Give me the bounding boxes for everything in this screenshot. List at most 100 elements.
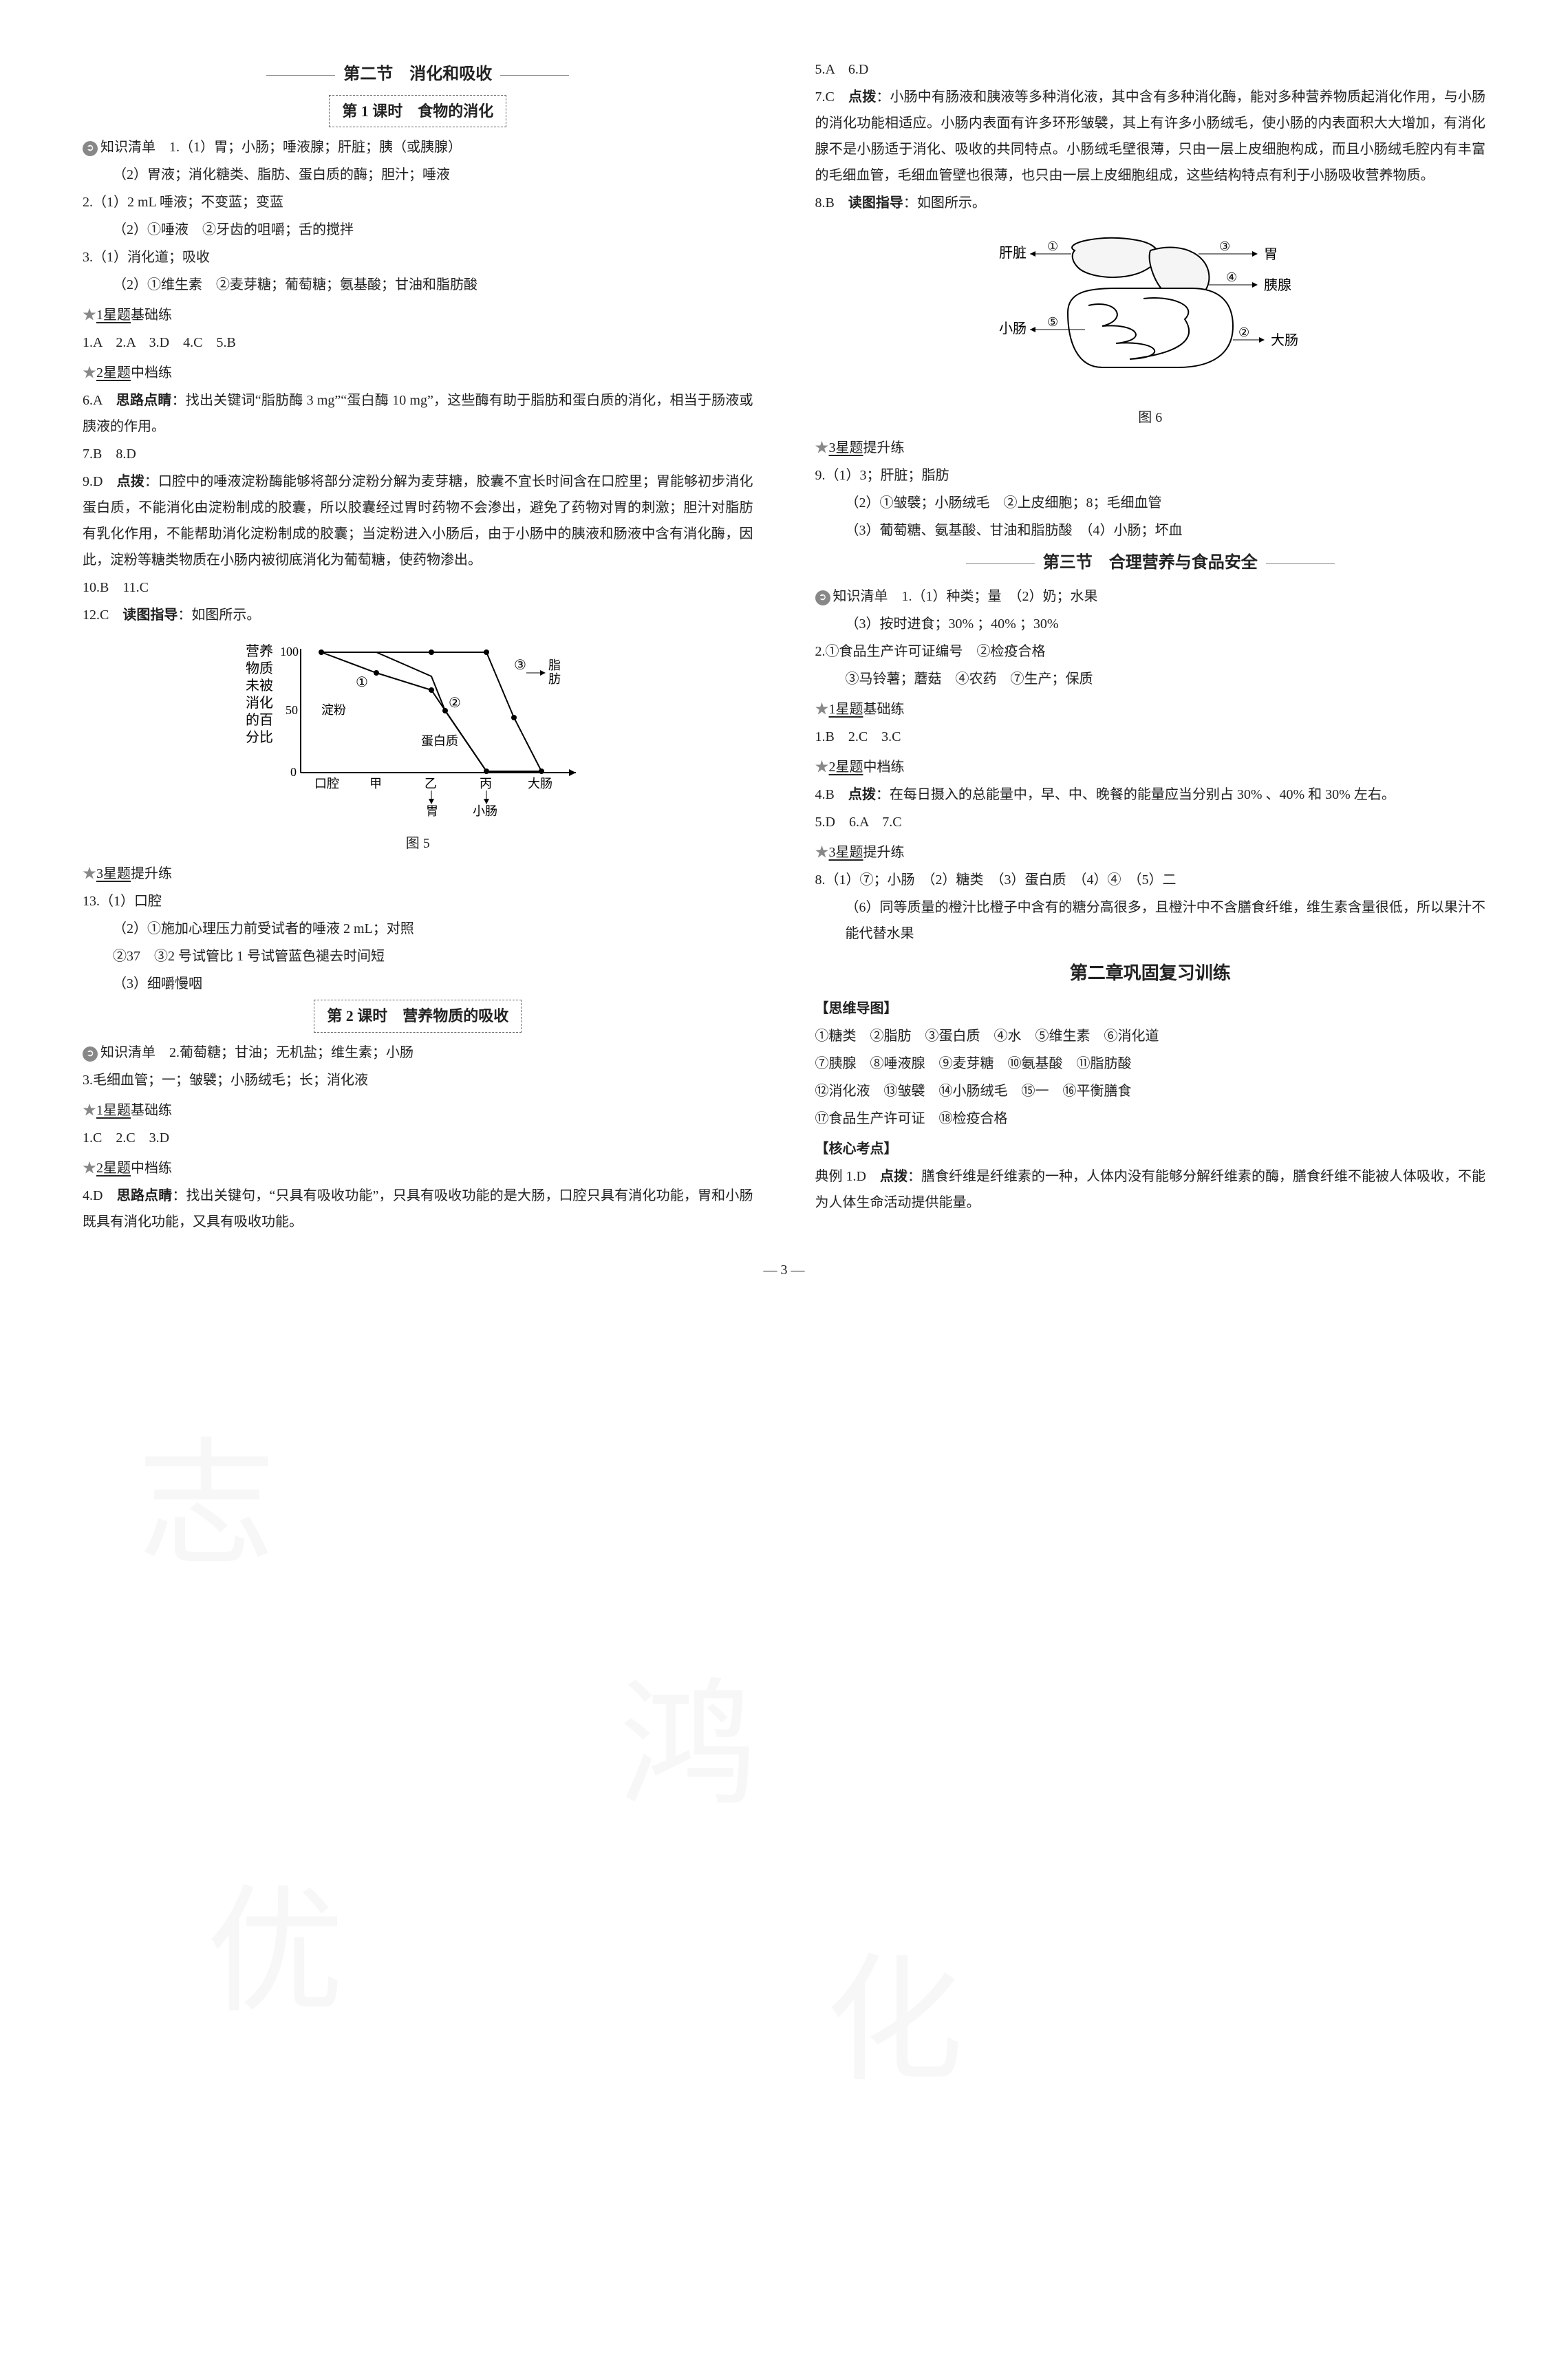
knowledge-list: ➲知识清单 1.（1）胃；小肠；唾液腺；肝脏；胰（或胰腺） (83, 134, 753, 160)
mindmap-label: 【思维导图】 (815, 996, 1486, 1022)
q13b: （2）①施加心理压力前受试者的唾液 2 mL；对照 (83, 916, 753, 942)
svg-text:大肠: 大肠 (1271, 332, 1298, 348)
q4d: 4.D 思路点睛：找出关键句，“只具有吸收功能”，只具有吸收功能的是大肠，口腔只… (83, 1183, 753, 1235)
q9b: （2）①皱襞；小肠绒毛 ②上皮细胞；8；毛细血管 (815, 490, 1486, 516)
text-line: （2）①维生素 ②麦芽糖；葡萄糖；氨基酸；甘油和脂肪酸 (83, 272, 753, 298)
svg-text:未被: 未被 (246, 678, 273, 694)
lesson-2-title: 第 2 课时 营养物质的吸收 (83, 1000, 753, 1033)
q5-6: 5.A 6.D (815, 56, 1486, 83)
text-line: （2）胃液；消化糖类、脂肪、蛋白质的酶；胆汁；唾液 (83, 162, 753, 188)
svg-text:营养: 营养 (246, 643, 273, 659)
watermark: 化 (826, 1892, 963, 2153)
svg-text:0: 0 (290, 765, 297, 779)
svg-text:口腔: 口腔 (314, 777, 339, 791)
svg-text:大肠: 大肠 (528, 777, 552, 791)
q13a: 13.（1）口腔 (83, 888, 753, 914)
keypoints-label: 【核心考点】 (815, 1136, 1486, 1162)
svg-text:50: 50 (286, 703, 298, 717)
text-line: 2.①食品生产许可证编号 ②检疫合格 (815, 638, 1486, 665)
svg-text:①: ① (1047, 239, 1058, 253)
q9c: （3）葡萄糖、氨基酸、甘油和脂肪酸 （4）小肠；坏血 (815, 517, 1486, 544)
mindmap-line: ①糖类 ②脂肪 ③蛋白质 ④水 ⑤维生素 ⑥消化道 (815, 1023, 1486, 1049)
watermark: 鸿 (619, 1617, 757, 1878)
svg-text:100: 100 (280, 645, 299, 658)
lesson-1-title: 第 1 课时 食物的消化 (83, 95, 753, 128)
text-line: 2.（1）2 mL 唾液；不变蓝；变蓝 (83, 189, 753, 215)
svg-text:乙: 乙 (425, 777, 437, 791)
q7c: 7.C 点拨：小肠中有肠液和胰液等多种消化液，其中含有多种消化酶，能对多种营养物… (815, 84, 1486, 189)
svg-text:丙: 丙 (480, 777, 492, 791)
section-3-title: 第三节 合理营养与食品安全 (815, 548, 1486, 579)
l2-star-1-heading: ★1星题基础练 (83, 1097, 753, 1124)
star-1-heading: ★1星题基础练 (83, 302, 753, 328)
svg-text:肝脏: 肝脏 (999, 245, 1027, 261)
svg-text:③: ③ (1219, 239, 1230, 253)
s3-q8b: （6）同等质量的橙汁比橙子中含有的糖分高很多，且橙汁中不含膳食纤维，维生素含量很… (815, 894, 1486, 947)
svg-text:脂: 脂 (548, 658, 561, 672)
svg-text:②: ② (1238, 325, 1249, 339)
knowledge-list-3: ➲知识清单 1.（1）种类；量 （2）奶；水果 (815, 583, 1486, 610)
mindmap-line: ⑦胰腺 ⑧唾液腺 ⑨麦芽糖 ⑩氨基酸 ⑪脂肪酸 (815, 1051, 1486, 1077)
arrow-icon: ➲ (83, 1046, 98, 1062)
text-line: ③马铃薯；蘑菇 ④农药 ⑦生产；保质 (815, 666, 1486, 692)
left-column: 第二节 消化和吸收 第 1 课时 食物的消化 ➲知识清单 1.（1）胃；小肠；唾… (83, 55, 753, 1236)
svg-text:①: ① (356, 675, 368, 690)
text-line: （2）①唾液 ②牙齿的咀嚼；舌的搅拌 (83, 217, 753, 243)
section-2-title: 第二节 消化和吸收 (83, 59, 753, 91)
svg-text:⑤: ⑤ (1047, 315, 1058, 329)
svg-text:小肠: 小肠 (999, 321, 1027, 336)
example-1: 典例 1.D 点拨：膳食纤维是纤维素的一种，人体内没有能够分解纤维素的酶，膳食纤… (815, 1163, 1486, 1216)
figure-6: 肝脏 ① 小肠 ⑤ ③ 胃 ④ 胰腺 ② 大肠 (815, 223, 1486, 431)
q8b: 8.B 读图指导：如图所示。 (815, 190, 1486, 216)
svg-text:胃: 胃 (1264, 247, 1278, 262)
q10-11: 10.B 11.C (83, 574, 753, 601)
mindmap-line: ⑰食品生产许可证 ⑱检疫合格 (815, 1106, 1486, 1132)
q7-8: 7.B 8.D (83, 441, 753, 467)
text-line: （3）按时进食；30% ；40% ；30% (815, 611, 1486, 637)
q13c: ②37 ③2 号试管比 1 号试管蓝色褪去时间短 (83, 943, 753, 969)
page-number: — 3 — (83, 1257, 1485, 1283)
figure-5-caption: 图 5 (83, 830, 753, 857)
right-column: 5.A 6.D 7.C 点拨：小肠中有肠液和胰液等多种消化液，其中含有多种消化酶… (815, 55, 1486, 1236)
arrow-icon: ➲ (815, 590, 830, 605)
svg-text:蛋白质: 蛋白质 (421, 734, 458, 748)
watermark: 优 (206, 1823, 344, 2085)
s3-star-2-heading: ★2星题中档练 (815, 754, 1486, 780)
l2-star-2-heading: ★2星题中档练 (83, 1155, 753, 1181)
answers-line: 1.A 2.A 3.D 4.C 5.B (83, 330, 753, 356)
svg-text:③: ③ (514, 658, 526, 673)
figure-5: 营养 物质 未被 消化 的百 分比 100 50 0 口腔 甲 乙 丙 大肠 (83, 635, 753, 857)
svg-text:甲: 甲 (369, 777, 382, 791)
answers-line: 1.C 2.C 3.D (83, 1125, 753, 1151)
svg-text:④: ④ (1226, 270, 1237, 284)
mindmap-line: ⑫消化液 ⑬皱襞 ⑭小肠绒毛 ⑮一 ⑯平衡膳食 (815, 1078, 1486, 1104)
svg-text:的百: 的百 (246, 712, 273, 728)
arrow-icon: ➲ (83, 141, 98, 156)
text-line: 3.毛细血管；一；皱襞；小肠绒毛；长；消化液 (83, 1067, 753, 1093)
q6: 6.A 思路点睛：找出关键词“脂肪酶 3 mg”“蛋白酶 10 mg”，这些酶有… (83, 387, 753, 440)
watermark: 志 (138, 1376, 275, 1637)
answers-line: 1.B 2.C 3.C (815, 724, 1486, 750)
svg-text:②: ② (449, 696, 461, 711)
r-star-3-heading: ★3星题提升练 (815, 435, 1486, 461)
q9a: 9.（1）3；肝脏；脂肪 (815, 462, 1486, 488)
q13d: （3）细嚼慢咽 (83, 971, 753, 997)
star-2-heading: ★2星题中档练 (83, 360, 753, 386)
svg-text:分比: 分比 (246, 729, 273, 745)
knowledge-list-2: ➲知识清单 2.葡萄糖；甘油；无机盐；维生素；小肠 (83, 1040, 753, 1066)
figure-6-caption: 图 6 (815, 405, 1486, 431)
s3-q4: 4.B 点拨：在每日摄入的总能量中，早、中、晚餐的能量应当分别占 30% 、40… (815, 782, 1486, 808)
svg-text:物质: 物质 (246, 660, 273, 676)
star-3-heading: ★3星题提升练 (83, 861, 753, 887)
svg-text:小肠: 小肠 (473, 804, 497, 818)
chapter-2-review-title: 第二章巩固复习训练 (815, 956, 1486, 990)
s3-q567: 5.D 6.A 7.C (815, 809, 1486, 835)
q12-lead: 12.C 读图指导：如图所示。 (83, 602, 753, 628)
q9: 9.D 点拨：口腔中的唾液淀粉酶能够将部分淀粉分解为麦芽糖，胶囊不宜长时间含在口… (83, 469, 753, 573)
s3-star-1-heading: ★1星题基础练 (815, 696, 1486, 722)
svg-text:胰腺: 胰腺 (1264, 277, 1291, 293)
svg-text:消化: 消化 (246, 695, 273, 711)
svg-text:淀粉: 淀粉 (321, 703, 346, 717)
text-line: 3.（1）消化道；吸收 (83, 244, 753, 270)
svg-text:肪: 肪 (548, 672, 561, 686)
